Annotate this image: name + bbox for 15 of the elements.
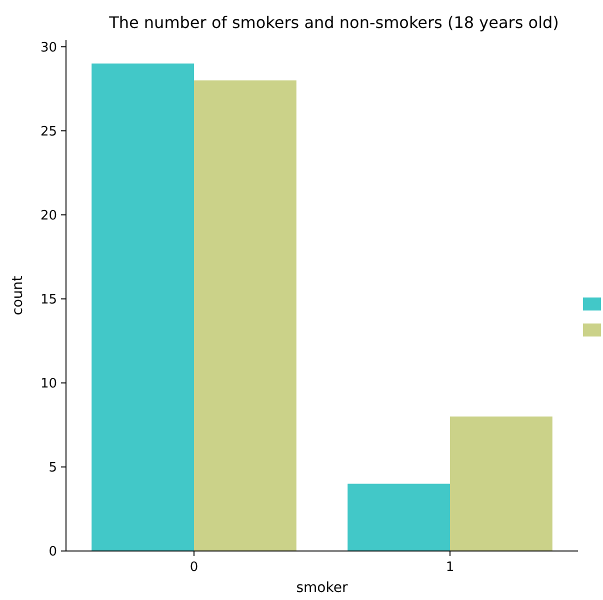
y-tick-label: 10 (40, 376, 57, 392)
bar (92, 64, 194, 551)
y-axis-title: count (10, 275, 26, 316)
y-tick-label: 15 (40, 292, 57, 308)
chart-title: The number of smokers and non-smokers (18 years old) (108, 13, 559, 32)
bar (194, 80, 296, 551)
y-tick-label: 5 (48, 460, 57, 476)
bar (450, 416, 552, 551)
bar (348, 484, 450, 551)
y-tick-label: 20 (40, 208, 57, 224)
y-tick-label: 0 (48, 544, 57, 560)
y-tick-label: 25 (40, 124, 57, 140)
y-tick-label: 30 (40, 40, 57, 56)
x-tick-label: 1 (446, 560, 454, 575)
x-axis-title: smoker (296, 580, 348, 596)
